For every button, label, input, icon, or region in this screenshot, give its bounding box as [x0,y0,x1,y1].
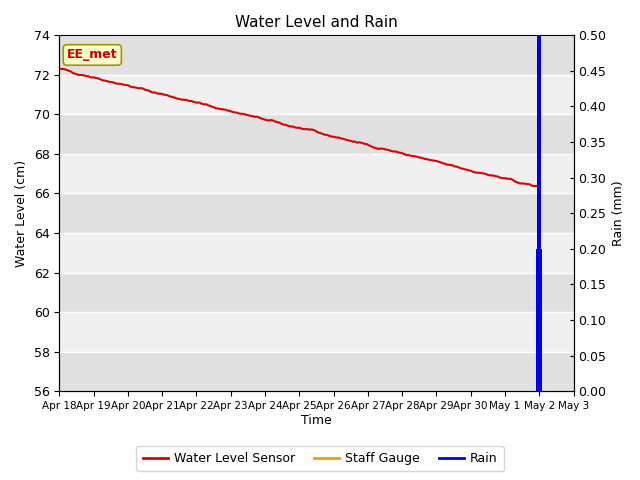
Bar [537,36,541,391]
Bar [60,114,573,154]
Bar [60,75,573,114]
Title: Water Level and Rain: Water Level and Rain [235,15,398,30]
Bar [60,351,573,391]
Bar [60,312,573,351]
Bar [536,249,542,391]
X-axis label: Time: Time [301,414,332,427]
Bar [60,273,573,312]
Bar [60,193,573,233]
Bar [60,233,573,273]
Legend: Water Level Sensor, Staff Gauge, Rain: Water Level Sensor, Staff Gauge, Rain [136,446,504,471]
Text: EE_met: EE_met [67,48,118,61]
Y-axis label: Water Level (cm): Water Level (cm) [15,160,28,267]
Y-axis label: Rain (mm): Rain (mm) [612,180,625,246]
Bar [60,36,573,75]
Bar [60,154,573,193]
